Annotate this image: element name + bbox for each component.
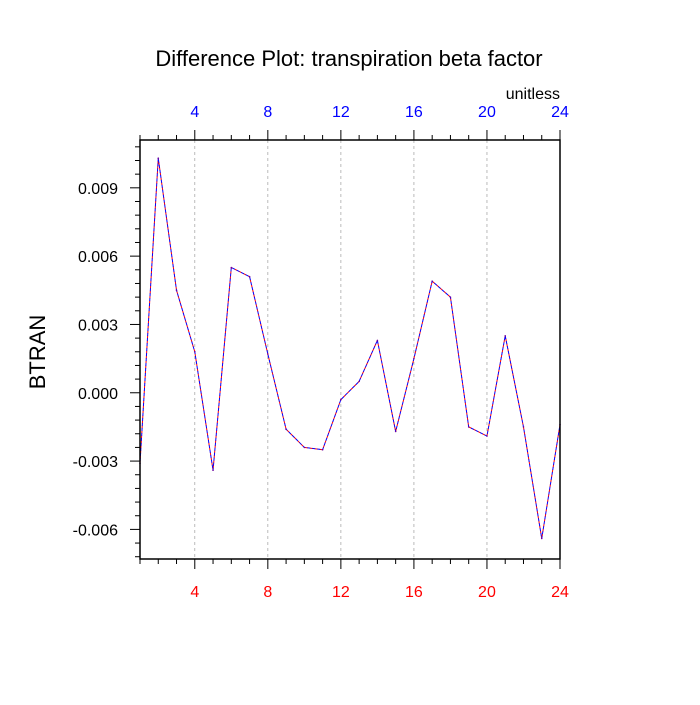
grid-lines bbox=[194, 140, 488, 559]
data-point bbox=[303, 446, 306, 449]
x-tick-label-bottom: 16 bbox=[405, 584, 423, 601]
x-tick-label-bottom: 4 bbox=[190, 584, 199, 601]
x-tick-label-bottom: 8 bbox=[263, 584, 272, 601]
series-line-a bbox=[139, 157, 561, 540]
y-tick-label: 0.009 bbox=[78, 181, 118, 198]
x-tick-label-top: 8 bbox=[263, 104, 272, 121]
data-point bbox=[157, 157, 160, 160]
x-tick-label-bottom: 20 bbox=[478, 584, 496, 601]
data-point bbox=[358, 380, 360, 383]
series-layer bbox=[139, 157, 561, 540]
y-tick-label: 0.000 bbox=[78, 386, 118, 403]
data-point bbox=[376, 339, 379, 342]
units-label: unitless bbox=[506, 86, 560, 103]
data-point bbox=[467, 426, 470, 428]
y-tick-label: 0.006 bbox=[78, 249, 118, 266]
data-point bbox=[267, 353, 269, 355]
data-point bbox=[285, 428, 287, 431]
x-tick-label-top: 24 bbox=[551, 104, 569, 121]
data-point bbox=[321, 448, 324, 451]
x-tick-label-bottom: 12 bbox=[332, 584, 350, 601]
series-line-b bbox=[139, 157, 561, 540]
tick-labels: 4 4 8 8 12 12 16 16 20 20 24 24 -0.006 -0.003 0.000 0.0… bbox=[73, 104, 569, 601]
plot-frame bbox=[139, 139, 561, 560]
y-tick-label: 0.003 bbox=[78, 317, 118, 334]
y-tick-label: -0.003 bbox=[73, 454, 118, 471]
data-point bbox=[413, 357, 415, 360]
data-point bbox=[522, 426, 525, 428]
x-tick-label-top: 20 bbox=[478, 104, 496, 121]
x-tick-label-bottom: 24 bbox=[551, 584, 569, 601]
x-tick-label-top: 12 bbox=[332, 104, 350, 121]
data-point bbox=[431, 280, 433, 282]
data-point bbox=[248, 275, 251, 278]
data-point bbox=[230, 266, 233, 269]
axis-ticks bbox=[130, 130, 561, 569]
data-point bbox=[394, 430, 397, 433]
data-point bbox=[504, 335, 507, 337]
data-point bbox=[212, 469, 214, 471]
y-tick-label: -0.006 bbox=[73, 522, 118, 539]
chart-title: Difference Plot: transpiration beta fact… bbox=[155, 46, 542, 71]
data-point bbox=[540, 537, 543, 540]
data-point bbox=[340, 398, 342, 401]
data-point bbox=[486, 435, 488, 437]
y-axis-label: BTRAN bbox=[25, 315, 50, 390]
data-point bbox=[449, 296, 452, 298]
data-point bbox=[175, 289, 178, 292]
x-tick-label-top: 4 bbox=[190, 104, 199, 121]
data-point bbox=[193, 350, 196, 353]
x-tick-label-top: 16 bbox=[405, 104, 423, 121]
